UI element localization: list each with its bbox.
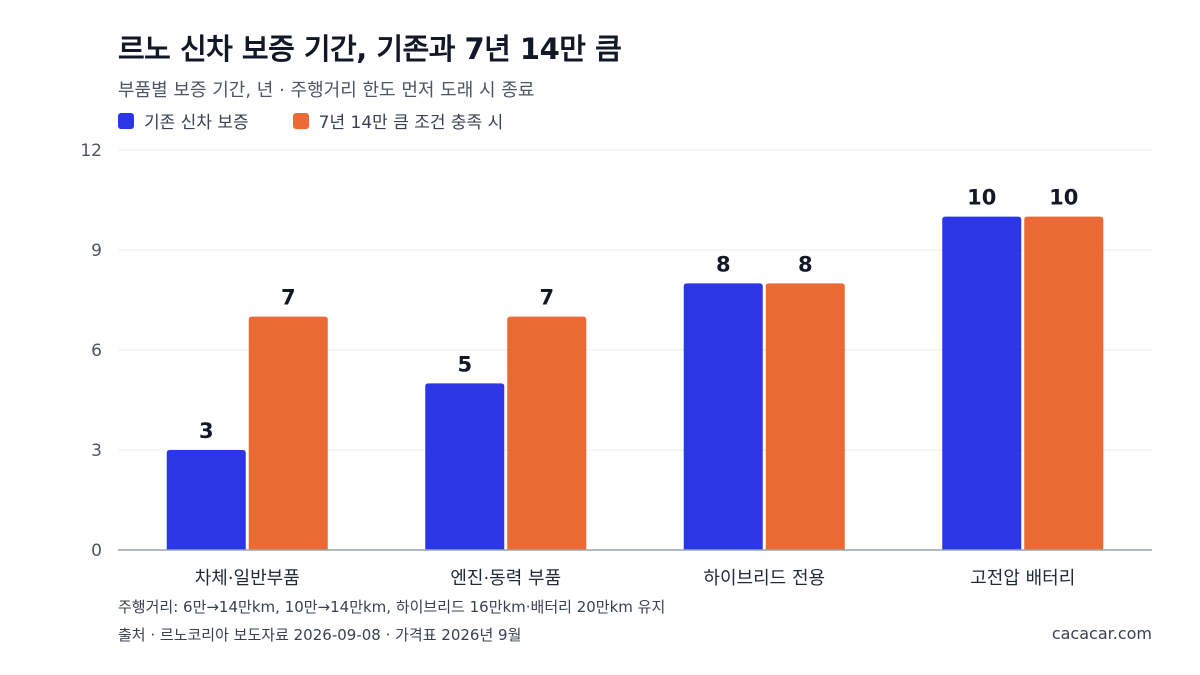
data-label: 7 <box>539 286 554 310</box>
bar <box>942 216 1022 550</box>
x-tick-label: 고전압 배터리 <box>970 568 1075 589</box>
legend-swatch-series-2 <box>292 112 309 129</box>
data-label: 8 <box>716 252 731 276</box>
legend-item-series-1: 기존 신차 보증 <box>118 108 249 133</box>
data-label: 10 <box>1049 186 1078 210</box>
x-tick-label: 차체·일반부품 <box>195 568 300 589</box>
bar <box>507 316 587 550</box>
x-tick-label: 하이브리드 전용 <box>703 568 825 589</box>
legend-label-series-2: 7년 14만 큼 조건 충족 시 <box>318 113 504 133</box>
legend-swatch-series-1 <box>118 112 134 129</box>
y-tick-label: 9 <box>91 241 102 261</box>
data-label: 7 <box>281 286 296 310</box>
bar <box>166 450 246 550</box>
bar <box>683 283 763 550</box>
y-tick-label: 3 <box>91 441 102 461</box>
site-credit: cacacar.com <box>1051 624 1152 643</box>
x-tick-label: 엔진·동력 부품 <box>450 568 561 589</box>
data-label: 8 <box>798 252 813 276</box>
chart-subtitle: 부품별 보증 기간, 년 · 주행거리 한도 먼저 도래 시 종료 <box>118 80 535 101</box>
legend-item-series-2: 7년 14만 큼 조건 충족 시 <box>292 108 504 133</box>
bar <box>248 316 328 550</box>
y-tick-label: 0 <box>91 541 102 561</box>
data-label: 10 <box>967 186 996 210</box>
bar <box>425 383 505 550</box>
chart-title: 르노 신차 보증 기간, 기존과 7년 14만 큼 <box>118 32 622 66</box>
chart-note: 주행거리: 6만→14만km, 10만→14만km, 하이브리드 16만km·배… <box>118 598 666 616</box>
legend-label-series-1: 기존 신차 보증 <box>144 113 249 133</box>
y-tick-label: 6 <box>91 341 102 361</box>
y-tick-label: 12 <box>80 141 102 161</box>
data-label: 3 <box>199 419 214 443</box>
bar <box>1024 216 1104 550</box>
bar <box>765 283 845 550</box>
data-label: 5 <box>457 352 472 376</box>
chart-source: 출처 · 르노코리아 보도자료 2026-09-08 · 가격표 2026년 9… <box>118 626 522 644</box>
legend: 기존 신차 보증 7년 14만 큼 조건 충족 시 <box>118 108 503 133</box>
